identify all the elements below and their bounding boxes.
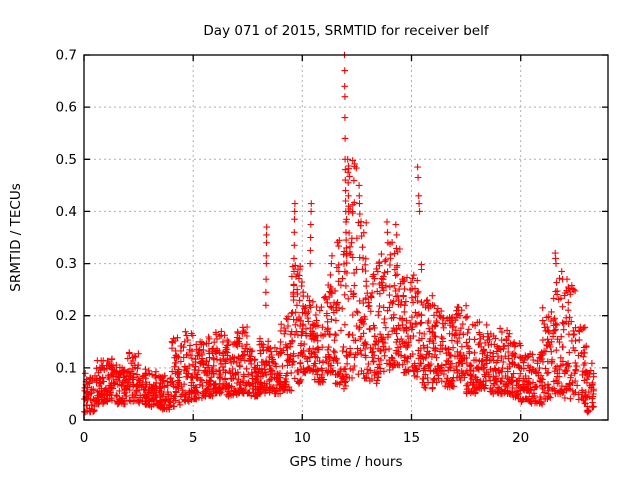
x-tick-label: 20 — [512, 430, 529, 446]
x-tick-label: 0 — [80, 430, 89, 446]
y-tick-label: 0 — [68, 413, 77, 429]
y-tick-label: 0.4 — [56, 204, 77, 220]
x-tick-label: 5 — [189, 430, 198, 446]
x-tick-label: 10 — [294, 430, 311, 446]
x-tick-label: 15 — [403, 430, 420, 446]
y-tick-label: 0.3 — [56, 256, 77, 272]
x-axis-label: GPS time / hours — [289, 454, 402, 470]
y-tick-label: 0.2 — [56, 308, 77, 324]
y-tick-labels: 0 0.1 0.2 0.3 0.4 0.5 0.6 0.7 — [56, 48, 77, 429]
y-tick-label: 0.1 — [56, 360, 77, 376]
chart-title: Day 071 of 2015, SRMTID for receiver bel… — [203, 23, 489, 39]
y-tick-label: 0.6 — [56, 100, 77, 116]
y-axis-label: SRMTID / TECUs — [8, 183, 24, 291]
y-tick-label: 0.5 — [56, 152, 77, 168]
plot-border — [83, 54, 609, 421]
y-tick-label: 0.7 — [56, 48, 77, 64]
x-tick-labels: 0 5 10 15 20 — [80, 430, 530, 446]
data-points-srmtid — [81, 51, 597, 416]
